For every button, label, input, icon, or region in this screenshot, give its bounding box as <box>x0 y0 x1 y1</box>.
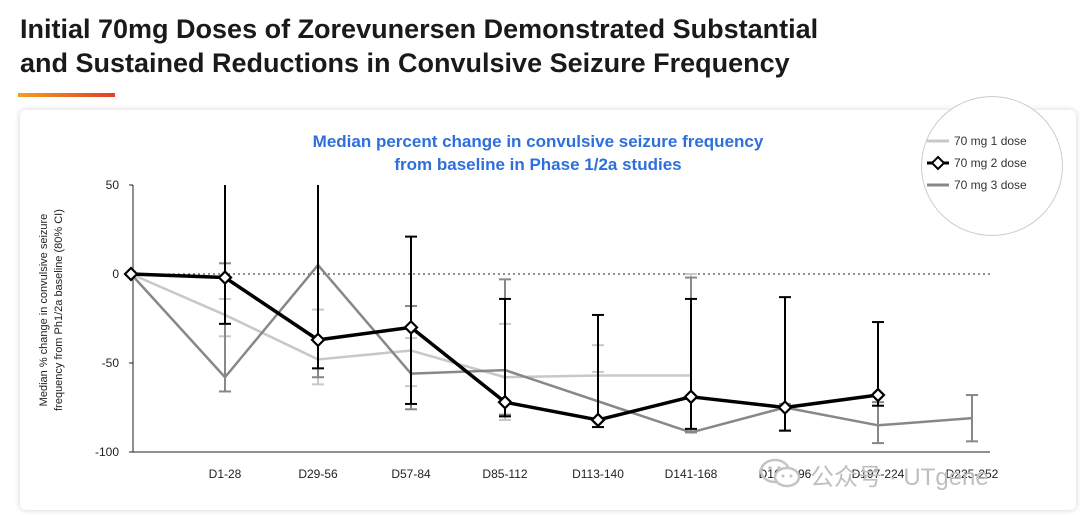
wechat-icon <box>759 458 801 488</box>
x-tick-label: D29-56 <box>298 467 338 481</box>
data-point-marker <box>123 266 139 282</box>
data-point-marker <box>777 399 793 416</box>
chart-title: Median percent change in convulsive seiz… <box>0 130 1076 176</box>
y-tick-label: -100 <box>95 445 119 459</box>
data-point-marker <box>683 389 699 405</box>
page-title: Initial 70mg Doses of Zorevunersen Demon… <box>20 12 1020 80</box>
legend-label-2-dose: 70 mg 2 dose <box>954 156 1027 170</box>
legend-swatch-3-dose <box>927 183 949 187</box>
watermark-text: 公众号 · UTgene <box>810 464 989 491</box>
x-tick-label: D1-28 <box>209 467 242 481</box>
data-point-marker <box>217 270 233 286</box>
y-tick-label: 0 <box>112 267 119 281</box>
data-point-marker <box>870 387 886 403</box>
x-tick-label: D225-252 <box>946 467 999 481</box>
page-title-line2: and Sustained Reductions in Convulsive S… <box>20 48 790 78</box>
legend-item-3-dose: 70 mg 3 dose <box>922 175 1062 195</box>
chart-title-line2: from baseline in Phase 1/2a studies <box>394 155 682 174</box>
x-tick-label: D57-84 <box>391 467 431 481</box>
y-tick-label: -50 <box>102 356 120 370</box>
legend-item-2-dose: 70 mg 2 dose <box>922 153 1062 173</box>
legend-swatch-1-dose <box>927 139 949 143</box>
y-tick-label: 50 <box>106 178 120 192</box>
x-tick-label: D85-112 <box>482 467 527 481</box>
legend-label-3-dose: 70 mg 3 dose <box>954 178 1027 192</box>
watermark: 公众号 · UTgene <box>758 455 1058 491</box>
data-point-marker <box>310 332 326 348</box>
title-accent-line <box>18 93 115 97</box>
x-tick-label: D197-224 <box>852 467 905 481</box>
legend-label-1-dose: 70 mg 1 dose <box>954 134 1027 148</box>
x-tick-label: D141-168 <box>665 467 718 481</box>
series-line <box>130 263 973 434</box>
legend-item-1-dose: 70 mg 1 dose <box>922 131 1062 151</box>
data-point-marker <box>590 412 606 428</box>
page-title-line1: Initial 70mg Doses of Zorevunersen Demon… <box>20 14 819 44</box>
chart-card <box>20 110 1076 510</box>
legend: 70 mg 1 dose 70 mg 2 dose 70 mg 3 dose <box>921 96 1063 236</box>
legend-swatch-2-dose <box>927 155 949 171</box>
chart-title-line1: Median percent change in convulsive seiz… <box>312 132 764 151</box>
data-point-marker <box>403 319 419 335</box>
x-tick-label: D113-140 <box>572 467 624 481</box>
data-point-marker <box>497 394 513 410</box>
